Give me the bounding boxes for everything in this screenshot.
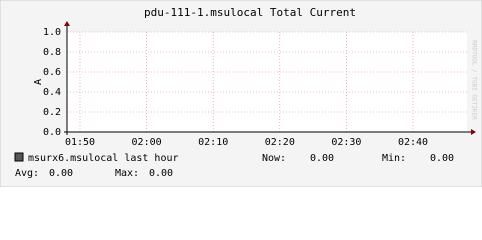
stat-label: Now:	[262, 153, 286, 164]
x-tick-label: 02:40	[398, 137, 428, 148]
stat-value: 0.00	[149, 168, 173, 179]
x-tick-label: 02:20	[265, 137, 295, 148]
y-axis-label: A	[33, 79, 44, 85]
plot-area	[67, 32, 467, 132]
x-tick-label: 01:50	[65, 137, 95, 148]
x-tick-label: 02:30	[331, 137, 361, 148]
y-tick-label: 0.4	[43, 87, 61, 98]
stat-value: 0.00	[430, 153, 454, 164]
x-arrow	[471, 129, 476, 135]
y-tick-label: 0.8	[43, 47, 61, 58]
stat-value: 0.00	[310, 153, 334, 164]
x-tick-label: 02:10	[198, 137, 228, 148]
stat-label: Max:	[115, 168, 139, 179]
chart: pdu-111-1.msulocal Total Current A RRDTO…	[0, 0, 482, 187]
watermark: RRDTOOL / TOBI OETIKER	[471, 40, 478, 120]
stat-label: Avg:	[15, 168, 39, 179]
x-tick-label: 02:00	[132, 137, 162, 148]
legend-label: msurx6.msulocal last hour	[28, 153, 179, 164]
y-tick-label: 0.2	[43, 107, 61, 118]
y-tick-label: 0.6	[43, 67, 61, 78]
y-tick-label: 1.0	[43, 27, 61, 38]
stat-value: 0.00	[49, 168, 73, 179]
y-tick-label: 0.0	[43, 127, 61, 138]
y-arrow	[64, 21, 70, 26]
stat-label: Min:	[382, 153, 406, 164]
chart-title: pdu-111-1.msulocal Total Current	[144, 6, 356, 19]
legend-swatch	[14, 152, 24, 162]
